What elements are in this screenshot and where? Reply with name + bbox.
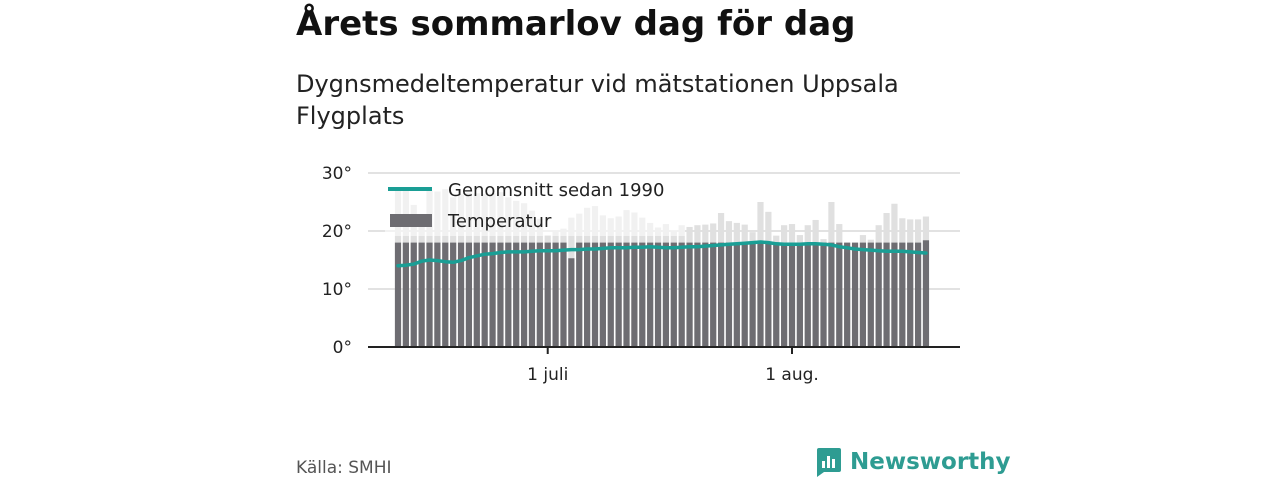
temperature-bar xyxy=(591,242,599,347)
y-tick-label: 10° xyxy=(322,280,352,300)
temperature-bar xyxy=(576,242,583,347)
temperature-bar xyxy=(560,242,567,347)
temperature-bar xyxy=(489,242,496,347)
temperature-bar xyxy=(757,242,764,347)
temperature-bar xyxy=(662,242,670,347)
temperature-bar xyxy=(520,242,528,347)
x-tick-label: 1 aug. xyxy=(765,365,819,385)
legend-label-temperature: Temperatur xyxy=(447,211,552,232)
newsworthy-icon xyxy=(817,448,841,477)
temperature-bar xyxy=(749,242,756,347)
x-tick-label: 1 juli xyxy=(527,365,568,385)
temperature-bar xyxy=(505,242,512,347)
y-tick-label: 30° xyxy=(322,164,352,184)
x-axis-ticks: 1 juli 1 aug. xyxy=(527,347,819,385)
temperature-bar xyxy=(615,242,622,347)
temperature-bar xyxy=(773,242,780,347)
temperature-bar xyxy=(607,242,614,347)
temperature-bar xyxy=(820,242,827,347)
temperature-bar xyxy=(568,258,575,347)
temperature-bar xyxy=(457,242,465,347)
average-line xyxy=(396,240,928,268)
temperature-bar xyxy=(623,242,630,347)
temperature-bar xyxy=(410,242,417,347)
temperature-bar xyxy=(418,242,425,347)
temperature-bar xyxy=(875,242,882,347)
brand-logo[interactable]: Newsworthy xyxy=(814,446,1011,478)
source-note: Källa: SMHI xyxy=(296,458,392,478)
temperature-bar xyxy=(796,242,803,347)
temperature-bar xyxy=(788,242,796,347)
temperature-bar xyxy=(670,242,677,347)
bars xyxy=(394,189,930,347)
legend: Genomsnitt sedan 1990 Temperatur xyxy=(385,178,685,236)
temperature-bar xyxy=(686,242,693,347)
temperature-bar xyxy=(654,242,662,347)
temperature-bar xyxy=(450,242,457,347)
temperature-bar xyxy=(851,242,859,347)
temperature-bar xyxy=(552,242,559,347)
temperature-bar xyxy=(804,242,811,347)
temperature-bar xyxy=(599,242,606,347)
temperature-bar xyxy=(867,242,874,347)
temperature-bar xyxy=(859,242,867,347)
temperature-bar xyxy=(647,242,654,347)
temperature-bar xyxy=(891,242,898,347)
temperature-bar xyxy=(899,242,906,347)
temperature-bar xyxy=(639,242,646,347)
temperature-bar xyxy=(883,242,890,347)
temperature-bar xyxy=(765,242,772,347)
average-line-layer xyxy=(396,240,928,268)
temperature-bar xyxy=(717,242,725,347)
temperature-bar xyxy=(836,242,843,347)
brand-name: Newsworthy xyxy=(850,449,1011,475)
temperature-bar xyxy=(710,242,717,347)
temperature-bar xyxy=(481,242,488,347)
temperature-bar xyxy=(733,242,740,347)
chart-title: Årets sommarlov dag för dag xyxy=(296,4,856,44)
legend-background xyxy=(385,178,685,236)
temperature-bar xyxy=(402,242,409,347)
y-axis-ticks: 0° 10° 20° 30° xyxy=(322,164,352,358)
legend-bar-swatch xyxy=(390,214,432,227)
temperature-bar xyxy=(631,242,638,347)
y-tick-label: 20° xyxy=(322,222,352,242)
temperature-bar xyxy=(497,242,504,347)
temperature-bar xyxy=(465,242,473,347)
y-tick-label: 0° xyxy=(333,338,352,358)
temperature-bar xyxy=(528,242,536,347)
temperature-chart: 0° 10° 20° 30° 1 juli 1 aug. Genomsnitt seda… xyxy=(322,164,960,385)
temperature-bar xyxy=(513,242,520,347)
temperature-bar xyxy=(394,242,402,347)
temperature-bar xyxy=(426,242,433,347)
temperature-bar xyxy=(442,242,449,347)
temperature-bar xyxy=(828,242,835,347)
temperature-bar xyxy=(844,242,851,347)
temperature-bar xyxy=(584,242,591,347)
temperature-bar xyxy=(702,242,709,347)
legend-label-average: Genomsnitt sedan 1990 xyxy=(448,180,664,201)
temperature-bar xyxy=(741,242,748,347)
temperature-bar xyxy=(694,242,701,347)
temperature-bar xyxy=(812,242,819,347)
temperature-bar xyxy=(914,242,922,347)
temperature-bar xyxy=(536,242,543,347)
temperature-bar xyxy=(907,242,914,347)
temperature-bar xyxy=(725,242,733,347)
temperature-bar xyxy=(434,242,441,347)
temperature-bar xyxy=(473,242,480,347)
temperature-bar xyxy=(922,240,930,347)
temperature-bar xyxy=(678,242,685,347)
temperature-bar xyxy=(781,242,788,347)
chart-subtitle: Dygnsmedeltemperatur vid mätstationen Up… xyxy=(296,70,899,130)
temperature-bar xyxy=(544,242,551,347)
